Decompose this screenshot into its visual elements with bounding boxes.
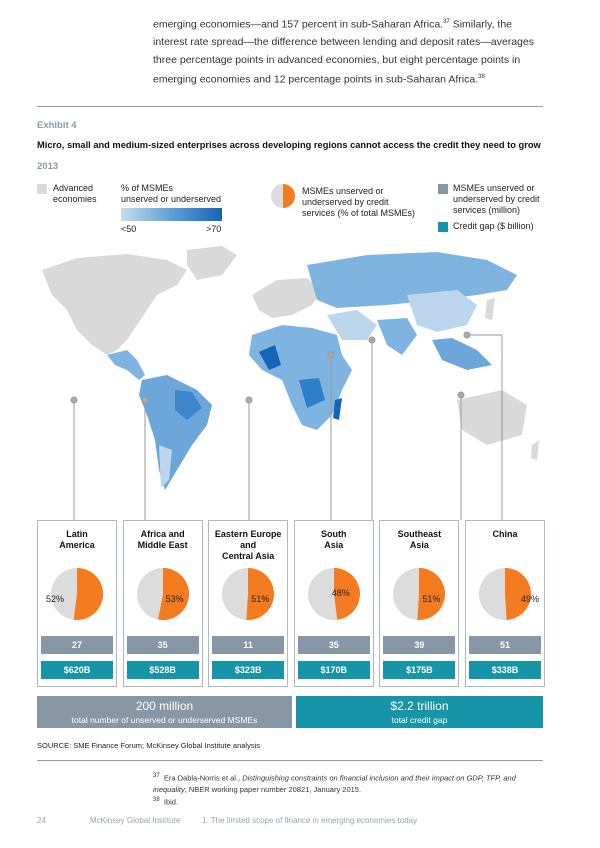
region-percent: 49%: [521, 594, 540, 604]
footer-chapter: 1. The limited scope of finance in emerg…: [202, 816, 418, 825]
legend-pie: MSMEs unserved or underserved by credit se…: [302, 186, 416, 218]
map-middle-east: [327, 310, 377, 340]
legend-pie-icon: [271, 184, 295, 208]
pie-slice-unserved: [505, 568, 531, 620]
pie-slice-unserved: [417, 568, 446, 620]
map-central-africa: [299, 378, 325, 408]
region-credit-gap: $338B: [469, 661, 541, 679]
region-percent: 52%: [46, 594, 65, 604]
region-pie: [136, 568, 189, 620]
region-percent: 53%: [165, 594, 184, 604]
region-column: South Asia 48% 35 $170B: [293, 520, 374, 687]
intro-paragraph: emerging economies—and 157 percent in su…: [153, 18, 534, 86]
total-msmes-label: total number of unserved or underserved …: [71, 715, 258, 725]
region-msme-count: 27: [41, 636, 113, 654]
region-credit-gap: $175B: [383, 661, 456, 679]
color-scale-bar: [121, 208, 222, 221]
footer-publisher: McKinsey Global Institute: [90, 816, 181, 825]
legend-percent: % of MSMEs unserved or underserved: [121, 183, 222, 204]
map-madagascar: [333, 398, 342, 420]
region-credit-gap: $620B: [41, 661, 113, 679]
footnote-ref-37[interactable]: 37: [443, 19, 450, 25]
total-gap-value: $2.2 trillion: [390, 699, 449, 713]
divider: [37, 760, 543, 761]
total-msmes-value: 200 million: [135, 699, 194, 713]
region-msme-count: 35: [297, 636, 370, 654]
region-msme-count: 51: [469, 636, 541, 654]
region-credit-gap: $528B: [126, 661, 199, 679]
source-note: SOURCE: SME Finance Forum; McKinsey Glob…: [37, 741, 260, 750]
region-msme-count: 35: [126, 636, 199, 654]
map-europe: [252, 278, 322, 318]
map-southern-cone: [159, 445, 172, 488]
region-title: Eastern Europe and Central Asia: [214, 529, 282, 561]
scale-high-label: >70: [206, 224, 222, 234]
map-north-america: [42, 254, 187, 355]
region-column: Southeast Asia 51% 39 $175B: [379, 520, 460, 687]
map-russia: [307, 252, 517, 308]
region-percent: 48%: [331, 588, 350, 598]
legend-gap: Credit gap ($ billion): [453, 221, 534, 231]
map-new-zealand: [531, 440, 539, 460]
map-australia: [457, 390, 527, 445]
region-columns: Latin America 52% 27 $620B Africa and Middle E…: [37, 520, 545, 687]
footnote-ref-38[interactable]: 38: [478, 74, 485, 80]
region-title: Latin America: [59, 529, 95, 550]
region-credit-gap: $323B: [212, 661, 285, 679]
region-column: Eastern Europe and Central Asia 51% 11 $323B: [208, 520, 289, 687]
region-msme-count: 39: [383, 636, 456, 654]
legend-advanced: Advanced economies: [53, 183, 97, 204]
region-pie: [393, 568, 446, 620]
world-map: [42, 246, 539, 520]
region-title: Southeast Asia: [397, 529, 442, 550]
region-pie: [479, 568, 531, 620]
page-number: 24: [37, 816, 46, 825]
total-msmes-box: 200 million total number of unserved or …: [37, 696, 292, 728]
footnote-38: 38 Ibid.: [153, 797, 179, 807]
region-pie: [307, 568, 360, 620]
region-msme-count: 11: [212, 636, 285, 654]
pie-slice-unserved: [157, 568, 189, 620]
region-percent: 51%: [422, 594, 441, 604]
map-west-africa-dark: [259, 345, 281, 370]
region-column: China 49% 51 $338B: [465, 520, 545, 687]
map-china: [407, 290, 477, 332]
exhibit-label: Exhibit 4: [37, 120, 77, 131]
footnote-37: 37 Era Dabla-Norris et al., Distinguishi…: [153, 773, 516, 794]
exhibit-title: Micro, small and medium-sized enterprise…: [37, 140, 541, 150]
advanced-swatch: [37, 184, 47, 194]
region-column: Africa and Middle East 53% 35 $528B: [122, 520, 203, 687]
map-southeast-asia: [432, 338, 492, 370]
map-greenland: [187, 246, 237, 280]
scale-low-label: <50: [121, 224, 137, 234]
region-percent: 51%: [251, 594, 270, 604]
region-title: South Asia: [321, 529, 347, 550]
total-gap-label: total credit gap: [391, 715, 448, 725]
exhibit-year: 2013: [37, 161, 59, 172]
map-brazil-dark: [175, 390, 202, 420]
pie-slice-unserved: [333, 568, 360, 620]
total-gap-box: $2.2 trillion total credit gap: [296, 696, 543, 728]
legend-count: MSMEs unserved or underserved by credit se…: [453, 183, 540, 215]
map-japan: [485, 298, 495, 320]
pie-slice-unserved: [246, 568, 275, 620]
region-title: Africa and Middle East: [137, 529, 188, 550]
gap-swatch: [438, 222, 448, 232]
region-column: Latin America 52% 27 $620B: [37, 520, 117, 687]
region-title: China: [492, 529, 518, 539]
map-mexico: [107, 350, 145, 380]
divider: [37, 106, 543, 107]
region-pie: [222, 568, 275, 620]
region-pie: [51, 568, 103, 620]
count-swatch: [438, 184, 448, 194]
region-credit-gap: $170B: [297, 661, 370, 679]
pie-slice-unserved: [73, 568, 103, 620]
map-south-asia: [377, 318, 417, 355]
